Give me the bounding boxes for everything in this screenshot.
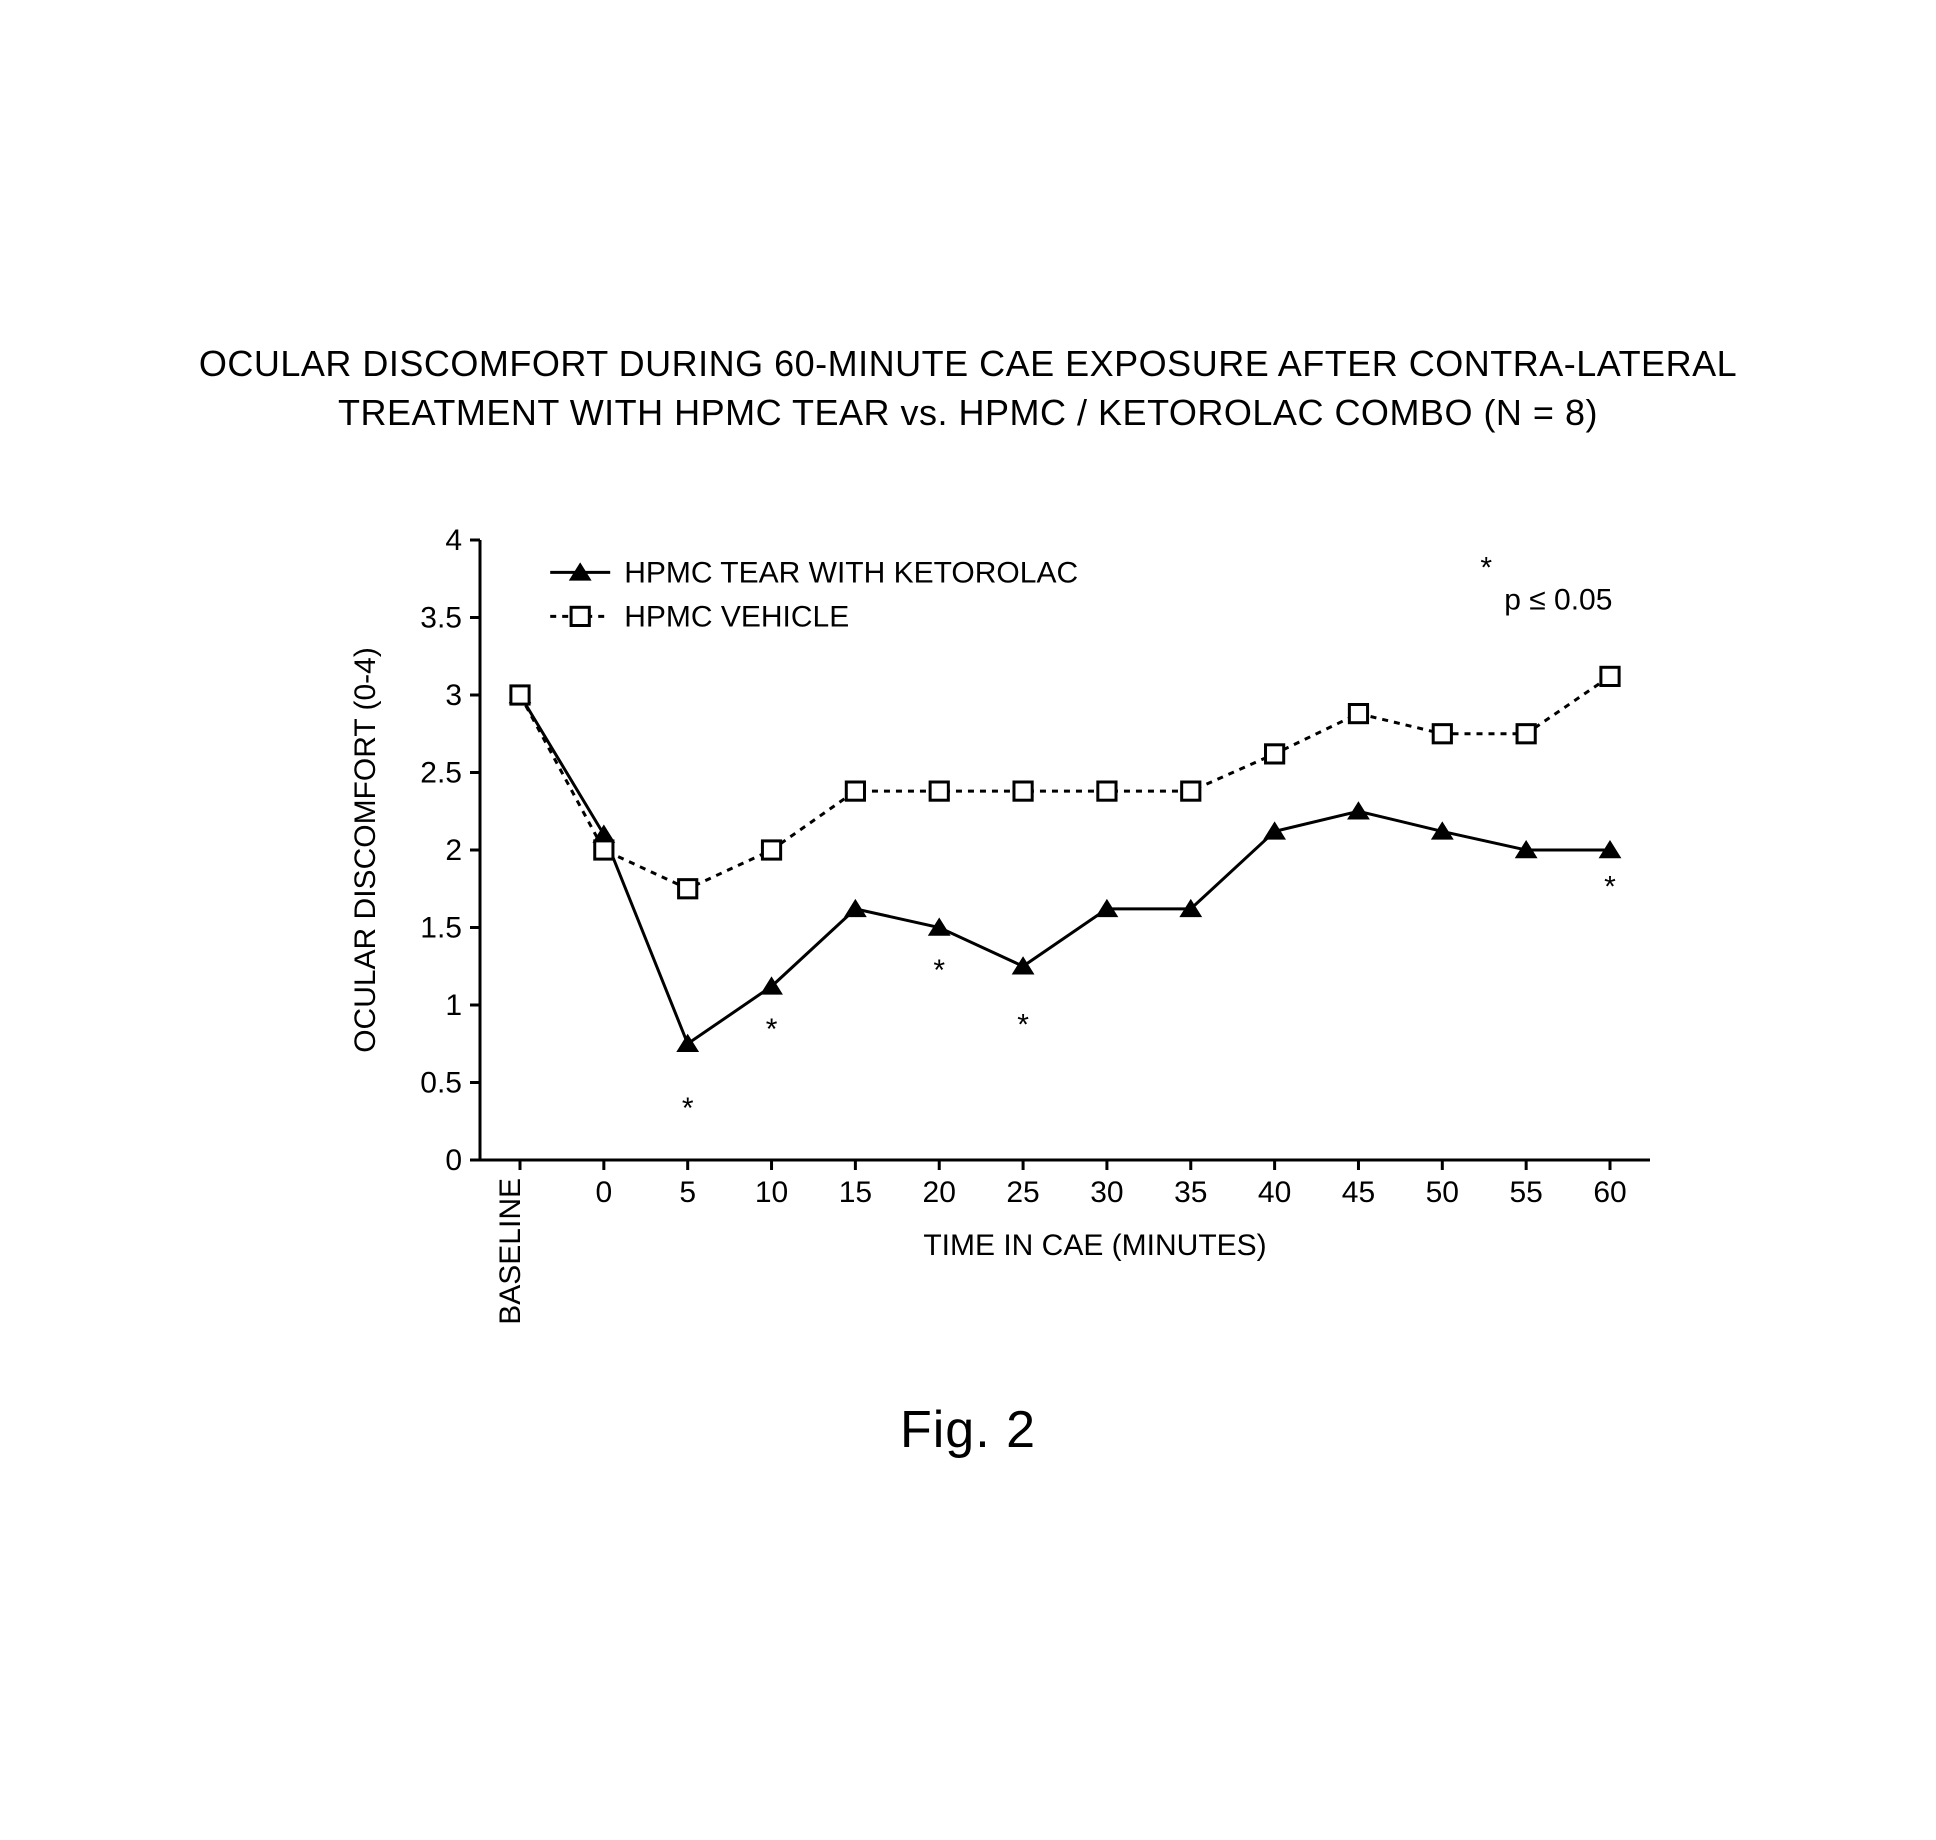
chart-title-line2: TREATMENT WITH HPMC TEAR vs. HPMC / KETO… <box>0 389 1936 438</box>
svg-text:HPMC TEAR WITH KETOROLAC: HPMC TEAR WITH KETOROLAC <box>624 556 1078 589</box>
svg-text:*: * <box>1480 552 1492 585</box>
svg-text:*: * <box>933 954 945 987</box>
svg-text:3: 3 <box>445 679 462 712</box>
svg-text:*: * <box>682 1092 694 1125</box>
svg-text:0: 0 <box>445 1144 462 1177</box>
svg-text:OCULAR DISCOMFORT (0-4): OCULAR DISCOMFORT (0-4) <box>349 647 382 1053</box>
svg-text:0: 0 <box>596 1176 613 1209</box>
svg-text:3.5: 3.5 <box>420 602 462 635</box>
svg-text:2: 2 <box>445 834 462 867</box>
svg-text:HPMC VEHICLE: HPMC VEHICLE <box>624 600 849 633</box>
svg-text:0.5: 0.5 <box>420 1067 462 1100</box>
page-root: OCULAR DISCOMFORT DURING 60-MINUTE CAE E… <box>0 0 1936 1840</box>
svg-text:5: 5 <box>679 1176 696 1209</box>
svg-text:*: * <box>1604 871 1616 904</box>
svg-text:35: 35 <box>1174 1176 1207 1209</box>
svg-text:20: 20 <box>923 1176 956 1209</box>
svg-text:40: 40 <box>1258 1176 1291 1209</box>
svg-text:25: 25 <box>1006 1176 1039 1209</box>
svg-text:45: 45 <box>1342 1176 1375 1209</box>
svg-text:60: 60 <box>1593 1176 1626 1209</box>
svg-text:4: 4 <box>445 524 462 557</box>
svg-text:55: 55 <box>1509 1176 1542 1209</box>
chart-title: OCULAR DISCOMFORT DURING 60-MINUTE CAE E… <box>0 340 1936 437</box>
svg-text:30: 30 <box>1090 1176 1123 1209</box>
svg-text:10: 10 <box>755 1176 788 1209</box>
line-chart: 0 0.5 1 1.5 2 2.5 3 3.5 4 BASELINE 0 5 10 15 20 25 30 35 4… <box>330 520 1690 1340</box>
chart-container: 0 0.5 1 1.5 2 2.5 3 3.5 4 BASELINE 0 5 10 15 20 25 30 35 4… <box>330 520 1690 1340</box>
svg-text:15: 15 <box>839 1176 872 1209</box>
svg-text:50: 50 <box>1426 1176 1459 1209</box>
svg-text:p ≤ 0.05: p ≤ 0.05 <box>1504 584 1612 617</box>
svg-text:BASELINE: BASELINE <box>494 1178 527 1325</box>
svg-text:1.5: 1.5 <box>420 912 462 945</box>
svg-text:TIME IN CAE (MINUTES): TIME IN CAE (MINUTES) <box>923 1229 1266 1262</box>
svg-text:*: * <box>1017 1008 1029 1041</box>
svg-text:*: * <box>766 1013 778 1046</box>
figure-caption: Fig. 2 <box>0 1400 1936 1460</box>
svg-text:1: 1 <box>445 989 462 1022</box>
svg-text:2.5: 2.5 <box>420 757 462 790</box>
chart-title-line1: OCULAR DISCOMFORT DURING 60-MINUTE CAE E… <box>0 340 1936 389</box>
